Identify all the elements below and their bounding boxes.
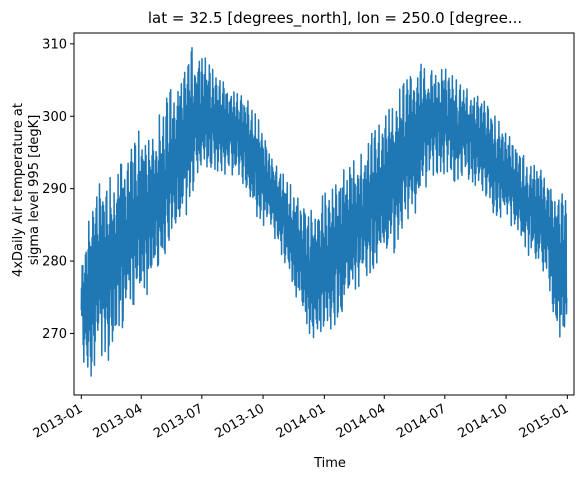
x-tick-label: 2013-04 bbox=[91, 401, 146, 441]
x-tick-label: 2014-07 bbox=[394, 401, 449, 441]
x-tick-label: 2015-01 bbox=[517, 401, 572, 441]
chart-title: lat = 32.5 [degrees_north], lon = 250.0 … bbox=[148, 9, 522, 28]
series-line bbox=[80, 47, 568, 377]
y-tick-label: 280 bbox=[42, 255, 67, 270]
y-axis: 270 280 290 300 310 bbox=[42, 37, 74, 342]
x-tick-label: 2014-04 bbox=[334, 401, 389, 441]
y-tick-label: 270 bbox=[42, 327, 67, 342]
x-axis: 2013-01 2013-04 2013-07 2013-10 2014-01 2014-… bbox=[31, 395, 572, 442]
x-tick-label: 2013-01 bbox=[31, 401, 86, 441]
x-axis-title: Time bbox=[313, 456, 346, 471]
y-axis-title-line-2: sigma level 995 [degK] bbox=[27, 115, 42, 266]
y-tick-label: 300 bbox=[42, 110, 67, 125]
y-axis-title: 4xDaily Air temperature at sigma level 9… bbox=[11, 103, 42, 277]
y-axis-title-line-1: 4xDaily Air temperature at bbox=[11, 103, 26, 277]
y-tick-label: 310 bbox=[42, 37, 67, 52]
x-tick-label: 2014-10 bbox=[456, 401, 511, 441]
x-tick-label: 2013-07 bbox=[151, 401, 206, 441]
x-tick-label: 2014-01 bbox=[274, 401, 329, 441]
y-tick-label: 290 bbox=[42, 182, 67, 197]
series-layer bbox=[80, 47, 568, 377]
x-tick-label: 2013-10 bbox=[213, 401, 268, 441]
